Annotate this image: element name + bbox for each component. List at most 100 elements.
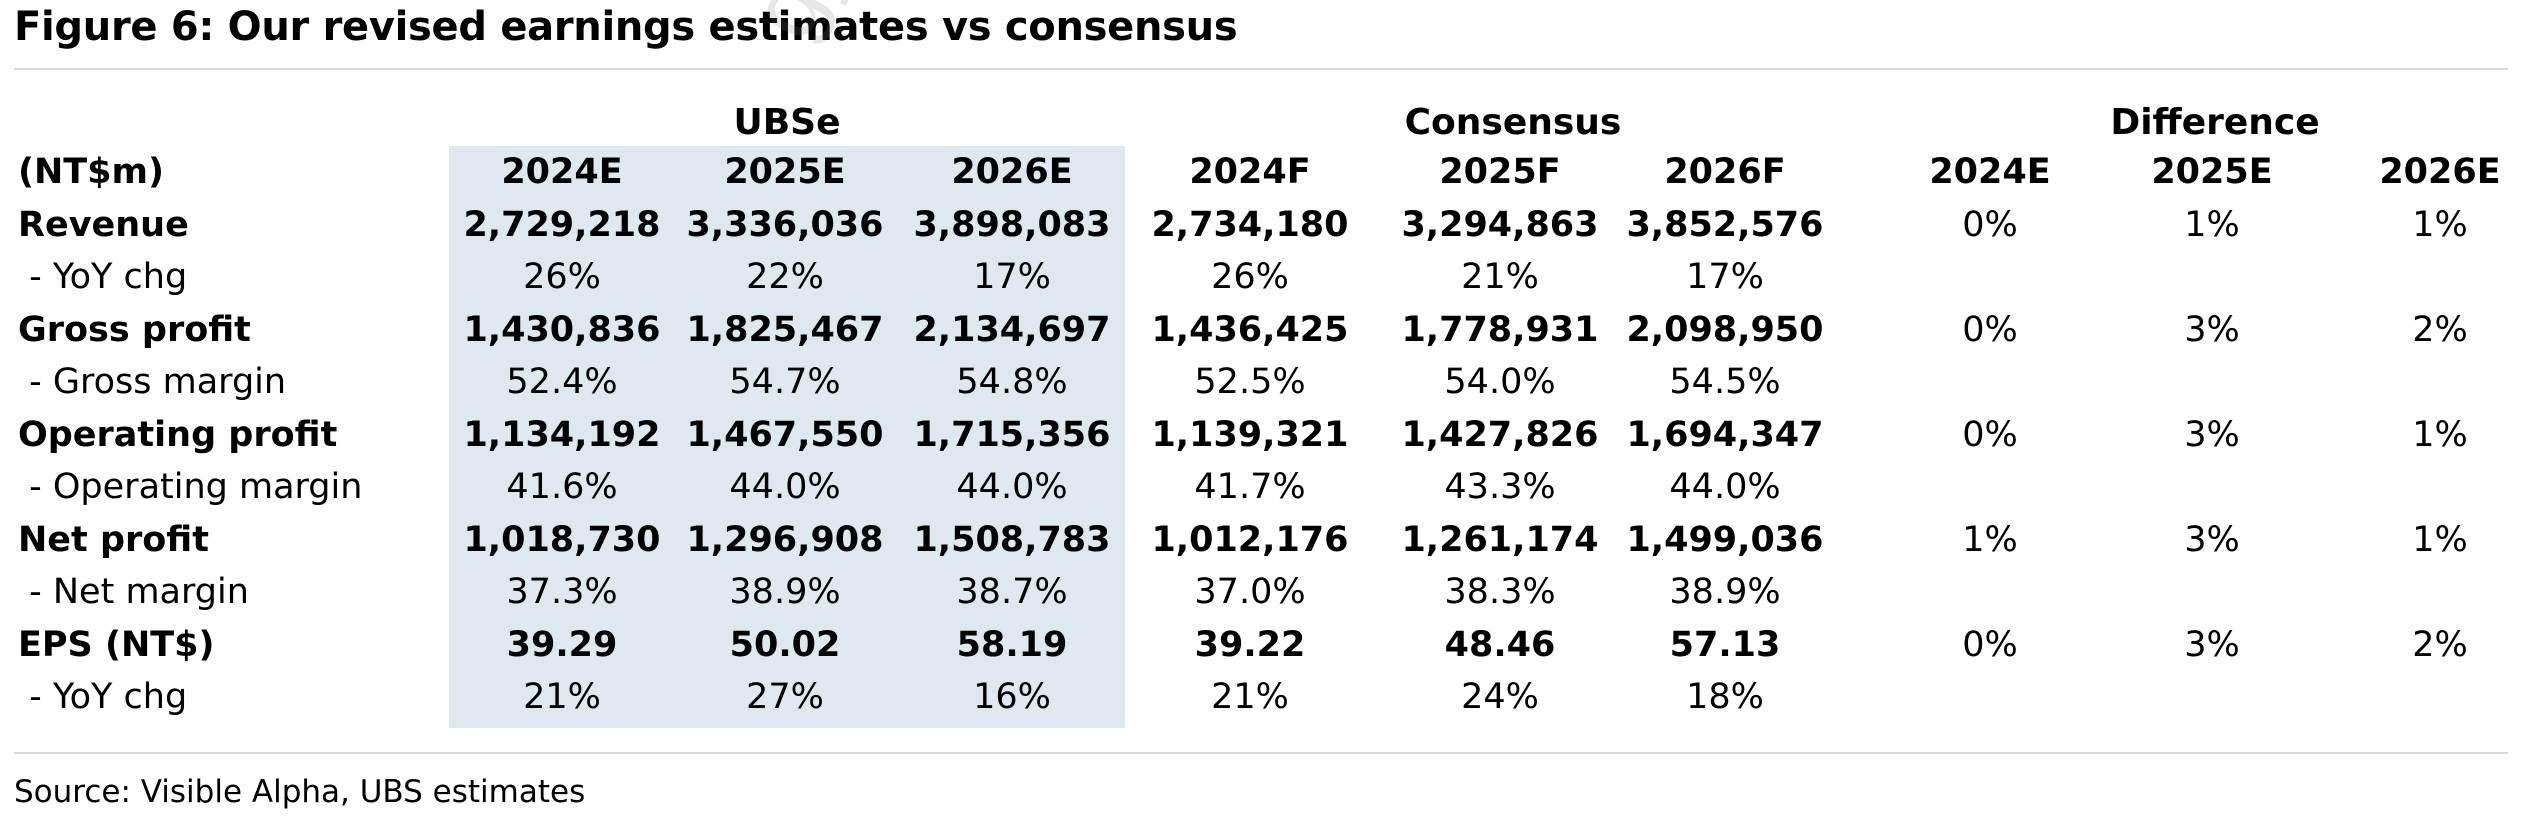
table-cell: 21% — [1461, 257, 1539, 297]
table-cell: 1,018,730 — [463, 519, 661, 560]
estimates-table: (NT$m) 2024E 2025E 2026E 2024F 2025F 202… — [0, 146, 2522, 724]
table-row: - YoY chg 21% 27% 16% 21% 24% 18% — [0, 671, 2522, 724]
table-cell: 37.3% — [506, 572, 618, 612]
table-cell: 2% — [2412, 624, 2468, 665]
table-cell: 3,294,863 — [1401, 204, 1599, 245]
row-label: - YoY chg — [18, 677, 188, 717]
table-cell: 3% — [2184, 519, 2240, 560]
table-row: EPS (NT$) 39.29 50.02 58.19 39.22 48.46 57.13 0… — [0, 619, 2522, 672]
table-cell: 58.19 — [956, 624, 1068, 665]
table-cell: 0% — [1962, 309, 2018, 350]
table-cell: 48.46 — [1444, 624, 1556, 665]
column-header: 2025E — [724, 152, 846, 192]
table-cell: 38.3% — [1444, 572, 1556, 612]
column-header: 2026E — [951, 152, 1073, 192]
table-cell: 2% — [2412, 309, 2468, 350]
table-cell: 3% — [2184, 309, 2240, 350]
table-cell: 1,427,826 — [1401, 414, 1599, 455]
table-cell: 1,694,347 — [1626, 414, 1824, 455]
table-row: - Net margin 37.3% 38.9% 38.7% 37.0% 38.3% 38.… — [0, 566, 2522, 619]
table-cell: 1,499,036 — [1626, 519, 1824, 560]
table-cell: 2,729,218 — [463, 204, 661, 245]
table-cell: 38.7% — [956, 572, 1068, 612]
table-cell: 22% — [746, 257, 824, 297]
group-header-difference: Difference — [2110, 102, 2320, 143]
table-cell: 54.0% — [1444, 362, 1556, 402]
table-cell: 1% — [2412, 519, 2468, 560]
table-cell: 24% — [1461, 677, 1539, 717]
top-rule — [14, 68, 2508, 70]
row-label: - YoY chg — [18, 257, 188, 297]
table-cell: 0% — [1962, 414, 2018, 455]
table-cell: 26% — [523, 257, 601, 297]
table-cell: 1% — [2184, 204, 2240, 245]
column-header: 2025E — [2151, 152, 2273, 192]
column-header: 2024E — [1929, 152, 2051, 192]
table-cell: 17% — [1686, 257, 1764, 297]
table-cell: 38.9% — [729, 572, 841, 612]
table-cell: 1,715,356 — [913, 414, 1111, 455]
table-cell: 44.0% — [1669, 467, 1781, 507]
row-label: Revenue — [18, 204, 189, 245]
table-cell: 16% — [973, 677, 1051, 717]
table-cell: 44.0% — [956, 467, 1068, 507]
table-cell: 1,296,908 — [686, 519, 884, 560]
group-header-ubse: UBSe — [733, 102, 841, 143]
table-cell: 27% — [746, 677, 824, 717]
row-label: EPS (NT$) — [18, 624, 215, 665]
table-cell: 3,852,576 — [1626, 204, 1824, 245]
table-cell: 1,778,931 — [1401, 309, 1599, 350]
table-cell: 50.02 — [729, 624, 841, 665]
ubse-shaded-block — [449, 146, 1125, 728]
table-row: Gross profit 1,430,836 1,825,467 2,134,697 1… — [0, 304, 2522, 357]
table-cell: 1,261,174 — [1401, 519, 1599, 560]
table-cell: 1,467,550 — [686, 414, 884, 455]
table-cell: 21% — [1211, 677, 1289, 717]
table-cell: 1,430,836 — [463, 309, 661, 350]
column-header: 2025F — [1439, 152, 1561, 192]
group-header-consensus: Consensus — [1404, 102, 1622, 143]
row-label: Gross profit — [18, 309, 251, 350]
table-cell: 26% — [1211, 257, 1289, 297]
table-cell: 37.0% — [1194, 572, 1306, 612]
table-cell: 43.3% — [1444, 467, 1556, 507]
table-cell: 1,436,425 — [1151, 309, 1349, 350]
table-cell: 57.13 — [1669, 624, 1781, 665]
table-cell: 39.29 — [506, 624, 618, 665]
table-cell: 18% — [1686, 677, 1764, 717]
source-note: Source: Visible Alpha, UBS estimates — [14, 774, 586, 810]
table-row: Net profit 1,018,730 1,296,908 1,508,783 1,0… — [0, 514, 2522, 567]
table-cell: 52.5% — [1194, 362, 1306, 402]
table-cell: 1% — [2412, 204, 2468, 245]
table-cell: 52.4% — [506, 362, 618, 402]
table-cell: 39.22 — [1194, 624, 1306, 665]
table-row: - Operating margin 41.6% 44.0% 44.0% 41.7% 43… — [0, 461, 2522, 514]
row-label: - Net margin — [18, 572, 249, 612]
table-row: Operating profit 1,134,192 1,467,550 1,715,… — [0, 409, 2522, 462]
table-cell: 1,134,192 — [463, 414, 661, 455]
table-cell: 38.9% — [1669, 572, 1781, 612]
column-header-row: (NT$m) 2024E 2025E 2026E 2024F 2025F 202… — [0, 146, 2522, 199]
column-header: 2024F — [1189, 152, 1311, 192]
table-cell: 54.7% — [729, 362, 841, 402]
table-cell: 3% — [2184, 414, 2240, 455]
table-cell: 1,508,783 — [913, 519, 1111, 560]
table-cell: 2,134,697 — [913, 309, 1111, 350]
column-header: 2024E — [501, 152, 623, 192]
table-cell: 1,825,467 — [686, 309, 884, 350]
table-cell: 1% — [1962, 519, 2018, 560]
row-label: Operating profit — [18, 414, 338, 455]
table-row: - YoY chg 26% 22% 17% 26% 21% 17% — [0, 251, 2522, 304]
table-cell: 54.5% — [1669, 362, 1781, 402]
table-cell: 17% — [973, 257, 1051, 297]
row-label: - Operating margin — [18, 467, 363, 507]
table-cell: 0% — [1962, 624, 2018, 665]
table-cell: 44.0% — [729, 467, 841, 507]
table-cell: 1,012,176 — [1151, 519, 1349, 560]
table-row: - Gross margin 52.4% 54.7% 54.8% 52.5% 54.0% 5… — [0, 356, 2522, 409]
table-cell: 2,098,950 — [1626, 309, 1824, 350]
table-cell: 3,898,083 — [913, 204, 1111, 245]
table-cell: 1,139,321 — [1151, 414, 1349, 455]
column-header: 2026F — [1664, 152, 1786, 192]
figure-title: Figure 6: Our revised earnings estimates… — [14, 4, 1238, 50]
